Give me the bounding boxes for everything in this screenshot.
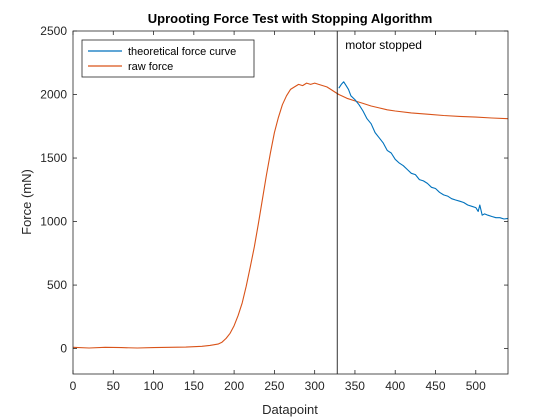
y-tick-label: 0: [60, 342, 67, 356]
plot-frame: [72, 30, 509, 375]
y-axis-ticks: 0 500 1000 1500 2000 2500: [40, 24, 508, 356]
x-tick-label: 200: [224, 379, 244, 393]
x-tick-label: 150: [184, 379, 204, 393]
x-tick-label: 100: [144, 379, 164, 393]
legend: theoretical force curve raw force: [81, 39, 255, 78]
motor-stopped-annotation: motor stopped: [345, 38, 422, 52]
x-axis-label: Datapoint: [262, 402, 318, 417]
x-tick-label: 350: [345, 379, 365, 393]
x-tick-label: 250: [264, 379, 284, 393]
y-tick-label: 1500: [40, 151, 67, 165]
x-axis-ticks: 0 50 100 150 200 250 300 350 400 450 500: [70, 31, 486, 393]
x-tick-label: 400: [385, 379, 405, 393]
annotation-layer: motor stopped: [336, 31, 422, 374]
series-line-0: [338, 81, 509, 220]
legend-label-1: raw force: [128, 61, 173, 73]
series-line-1: [72, 82, 509, 349]
y-axis-label: Force (mN): [19, 169, 34, 235]
y-tick-label: 1000: [40, 215, 67, 229]
y-tick-label: 2000: [40, 88, 67, 102]
y-tick-label: 2500: [40, 24, 67, 38]
x-tick-label: 50: [107, 379, 121, 393]
legend-label-0: theoretical force curve: [128, 46, 236, 58]
x-tick-label: 450: [425, 379, 445, 393]
x-tick-label: 0: [70, 379, 77, 393]
legend-box: [81, 39, 255, 78]
plot-background: [73, 31, 508, 374]
series-layer: [72, 81, 509, 349]
y-tick-label: 500: [47, 278, 67, 292]
chart-title: Uprooting Force Test with Stopping Algor…: [148, 11, 433, 26]
x-tick-label: 300: [305, 379, 325, 393]
x-tick-label: 500: [466, 379, 486, 393]
